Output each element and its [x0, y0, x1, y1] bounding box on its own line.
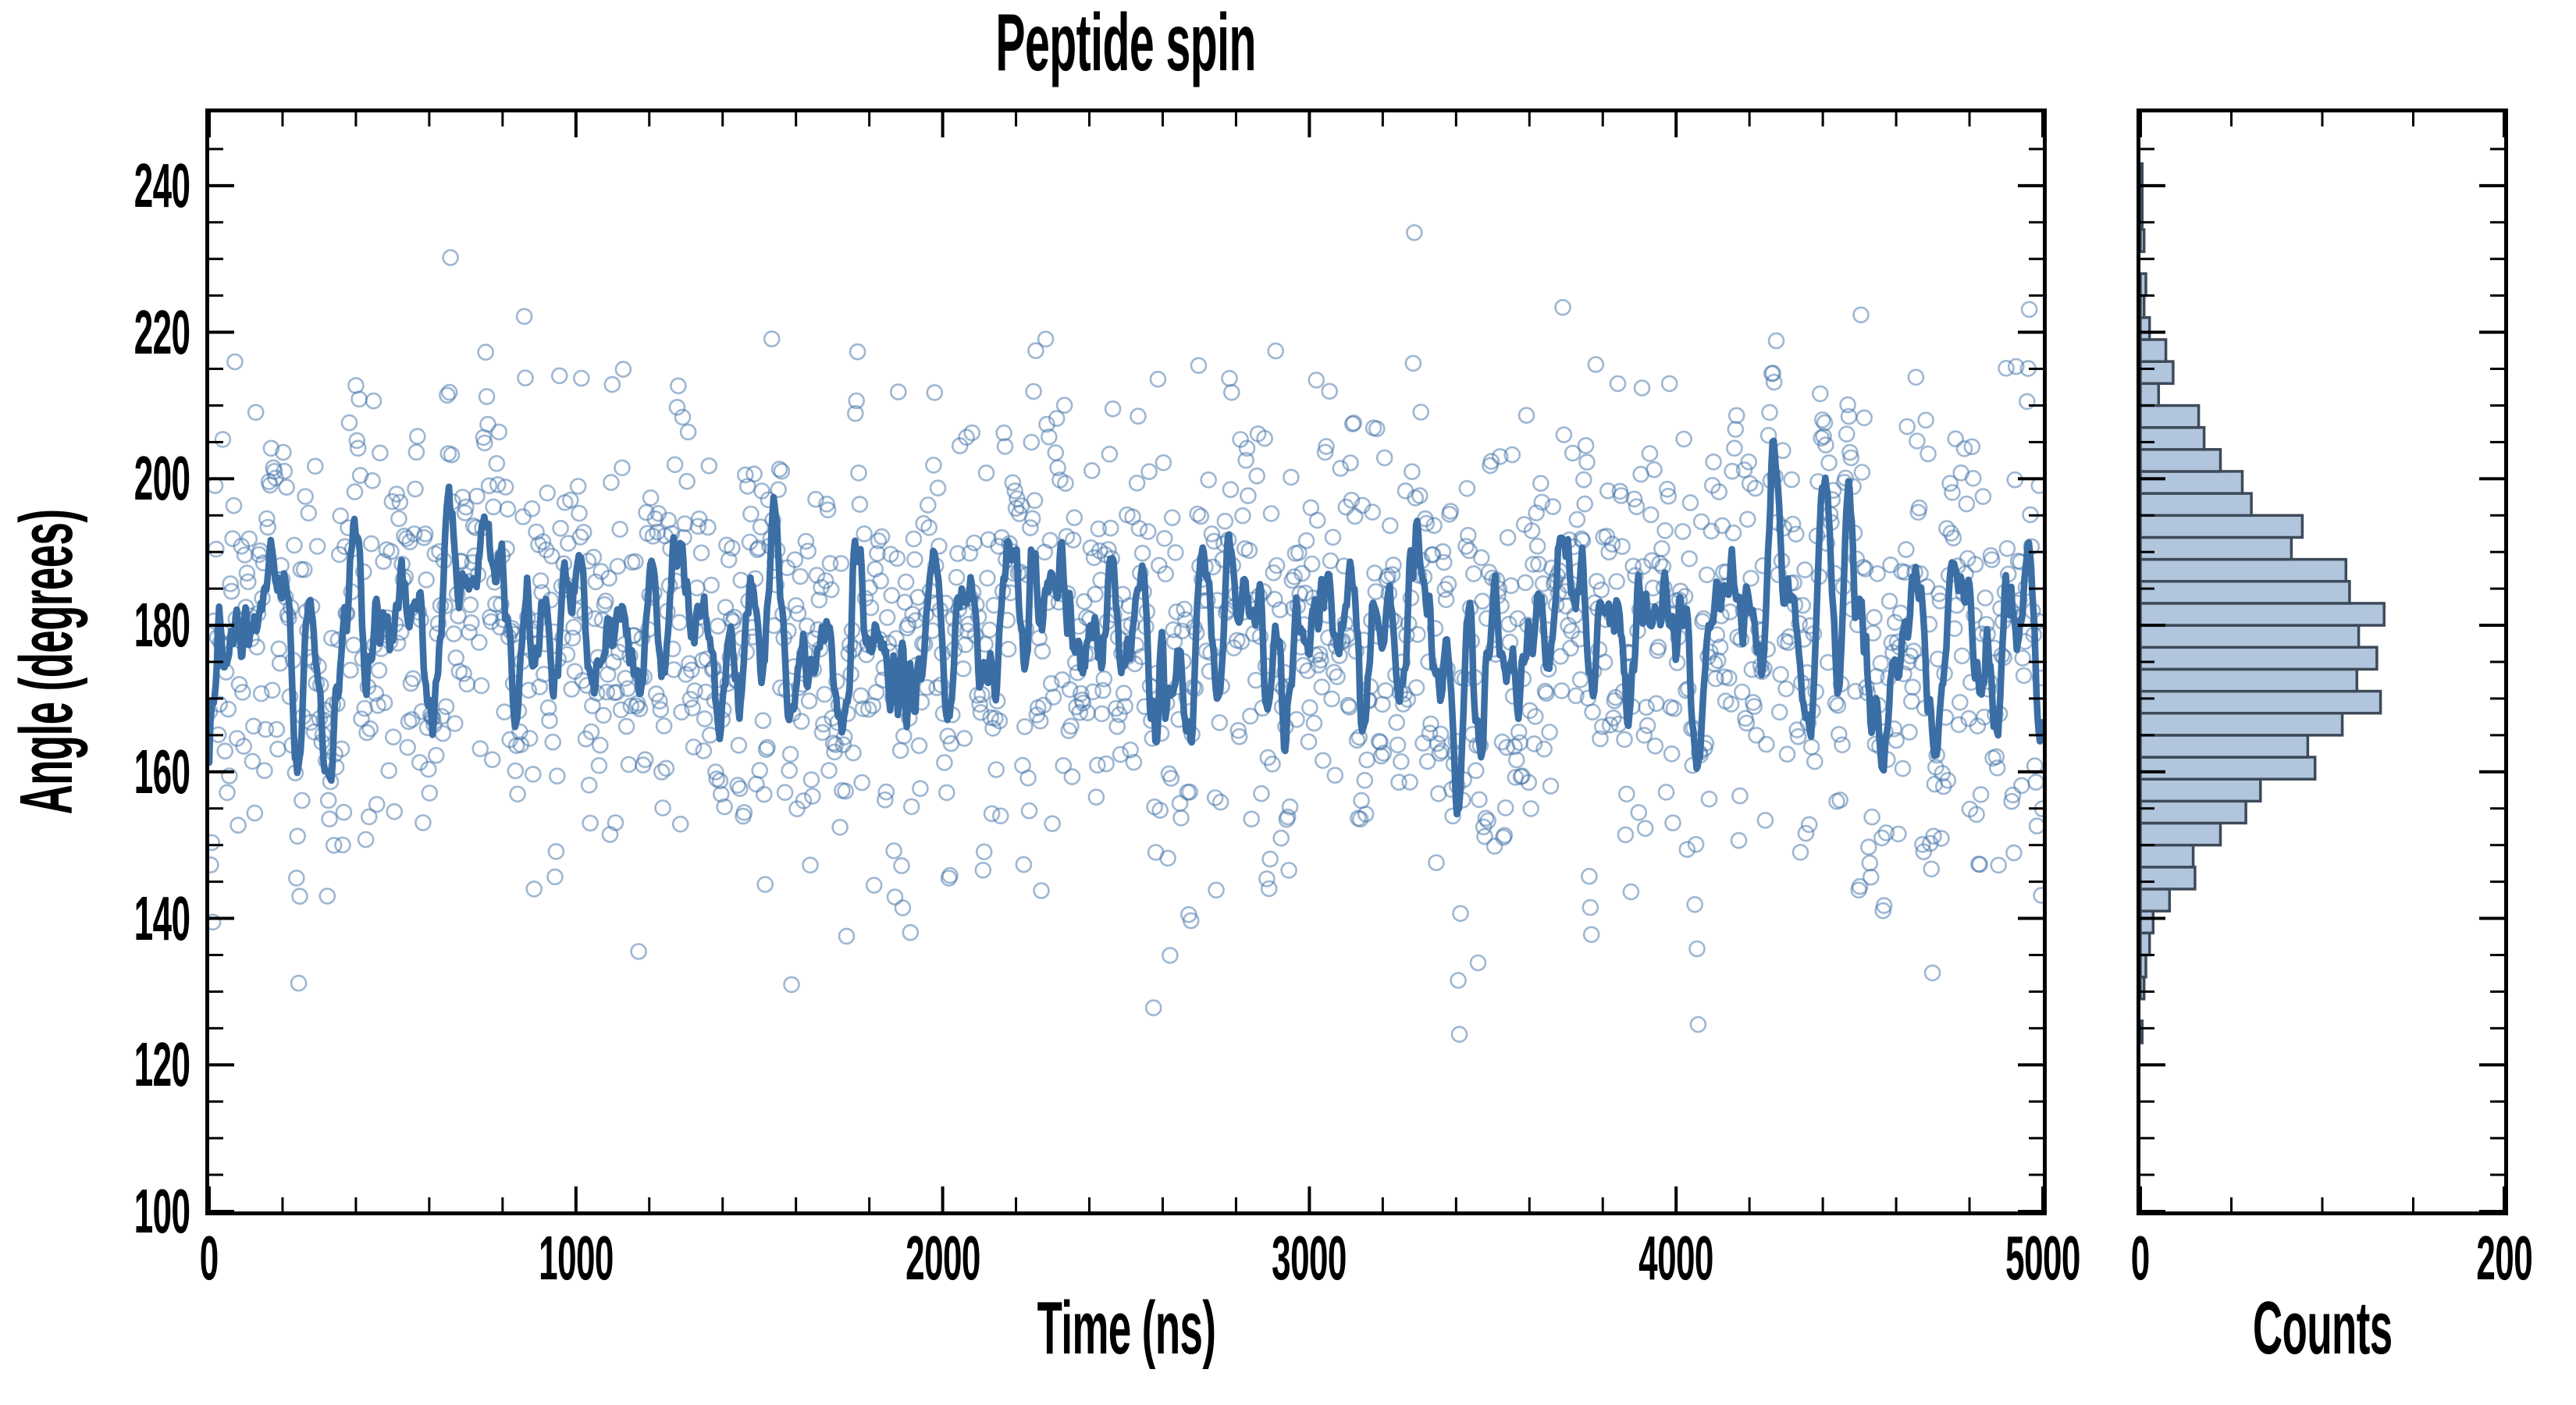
- y-tick-label-text: 220: [133, 297, 190, 367]
- x-tick-label: 3000: [1192, 1225, 1426, 1291]
- x-tick-label: 2000: [826, 1225, 1060, 1291]
- running-average: [209, 437, 2043, 818]
- y-tick-label-text: 100: [133, 1176, 190, 1246]
- hist-plot-spines: [2137, 108, 2508, 1215]
- x-tick-label-text: 0: [200, 1223, 219, 1293]
- hist-x-tick-label-text: 0: [2131, 1223, 2150, 1293]
- x-tick-label: 5000: [1926, 1225, 2160, 1291]
- y-tick-label-text: 140: [133, 884, 190, 953]
- hist-x-tick-label: 200: [2387, 1225, 2576, 1291]
- y-tick-label: 140: [20, 886, 190, 951]
- chart-title-text: Peptide spin: [995, 0, 1257, 88]
- x-tick-label: 0: [92, 1225, 326, 1291]
- x-tick-label-text: 5000: [2005, 1223, 2080, 1293]
- y-tick-label-text: 120: [133, 1030, 190, 1099]
- main-plot-spines: [205, 108, 2047, 1215]
- y-tick-label: 160: [20, 739, 190, 805]
- y-tick-label: 100: [20, 1179, 190, 1244]
- y-tick-label: 240: [20, 153, 190, 219]
- chart-title: Peptide spin: [209, 0, 2043, 86]
- hist-x-tick-label: 0: [2023, 1225, 2258, 1291]
- x-tick-label: 1000: [459, 1225, 693, 1291]
- y-tick-label: 200: [20, 446, 190, 511]
- x-tick-label-text: 1000: [539, 1223, 614, 1293]
- y-tick-label-text: 200: [133, 443, 190, 513]
- x-tick-label-text: 2000: [906, 1223, 980, 1293]
- y-tick-label: 120: [20, 1032, 190, 1097]
- y-tick-label: 220: [20, 300, 190, 365]
- hist-x-axis-label-text: Counts: [2252, 1286, 2393, 1370]
- x-tick-label-text: 3000: [1272, 1223, 1347, 1293]
- y-tick-label-text: 160: [133, 737, 190, 806]
- x-tick-label-text: 4000: [1638, 1223, 1713, 1293]
- angle-samples: [209, 224, 2043, 1043]
- hist-x-tick-label-text: 200: [2476, 1223, 2532, 1293]
- y-tick-label: 180: [20, 592, 190, 658]
- hist-x-axis-label: Counts: [2140, 1289, 2504, 1368]
- y-tick-label-text: 180: [133, 590, 190, 660]
- x-axis-label: Time (ns): [209, 1289, 2043, 1368]
- x-axis-label-text: Time (ns): [1037, 1286, 1215, 1370]
- x-tick-label: 4000: [1559, 1225, 1793, 1291]
- y-tick-label-text: 240: [133, 151, 190, 220]
- angle-histogram: [2139, 162, 2386, 1044]
